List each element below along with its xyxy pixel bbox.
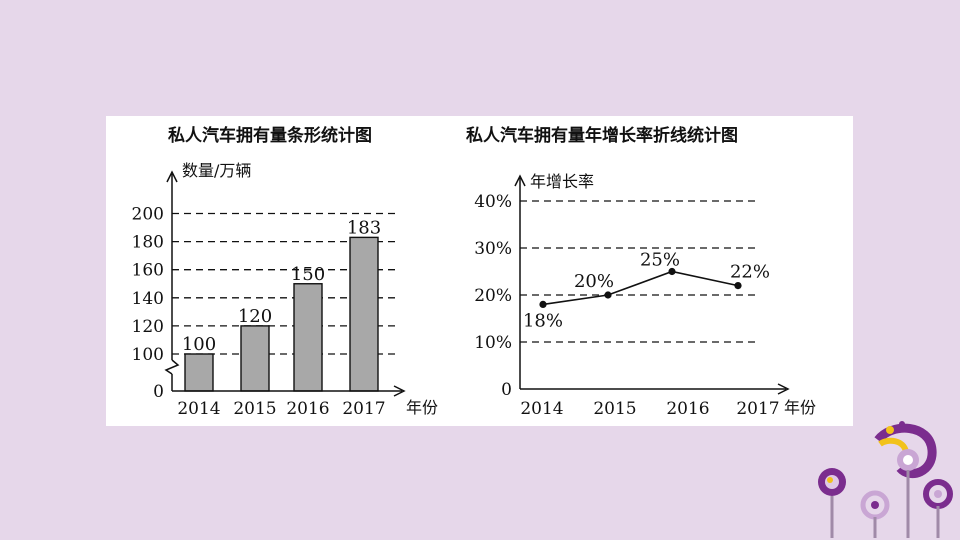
bar-2015	[240, 325, 270, 392]
charts-panel: 私人汽车拥有量条形统计图 数量/万辆 年份 100 120 150 183 0 100 1…	[106, 116, 853, 426]
line-x-tick-label: 2016	[666, 399, 709, 419]
bar-2014	[184, 353, 214, 392]
bar-y-tick-label: 120	[132, 317, 164, 337]
bar-chart-title: 私人汽车拥有量条形统计图	[168, 125, 372, 146]
line-point-2015	[604, 291, 612, 299]
line-data-label: 18%	[523, 310, 563, 331]
line-x-tick-label: 2014	[520, 399, 563, 419]
line-y-tick-label: 0	[501, 380, 512, 400]
line-y-tick-label: 10%	[474, 333, 512, 353]
bar-x-tick-label: 2017	[342, 399, 385, 419]
bar-y-tick-label: 160	[132, 261, 164, 281]
bar-y-tick-label: 140	[132, 289, 164, 309]
bar-data-label: 100	[182, 334, 216, 355]
axis-break-icon	[164, 359, 180, 375]
line-point-2016	[668, 267, 676, 276]
line-point-2017	[734, 282, 742, 290]
line-y-tick-label: 40%	[474, 192, 512, 212]
line-data-label: 22%	[730, 262, 770, 283]
line-y-arrow-icon	[514, 174, 526, 187]
bar-2017	[349, 236, 379, 392]
bar-y-arrow-icon	[166, 170, 178, 183]
bar-data-label: 183	[347, 217, 381, 238]
bar-chart-ylabel: 数量/万辆	[182, 161, 251, 180]
bar-data-label: 120	[238, 306, 272, 327]
charts-svg: 私人汽车拥有量条形统计图 数量/万辆 年份 100 120 150 183 0 100 1…	[132, 125, 816, 419]
bar-2016	[293, 283, 323, 392]
line-point-2014	[539, 300, 547, 308]
flower-decoration-icon	[818, 421, 953, 538]
line-chart-ylabel: 年增长率	[530, 172, 594, 191]
line-y-tick-label: 20%	[474, 286, 512, 306]
line-x-arrow-icon	[777, 383, 790, 395]
bar-x-tick-label: 2014	[177, 399, 220, 419]
line-chart-title: 私人汽车拥有量年增长率折线统计图	[466, 125, 738, 146]
line-x-tick-label: 2015	[593, 399, 636, 419]
line-data-label: 25%	[640, 250, 680, 271]
line-x-tick-label: 2017	[736, 399, 779, 419]
bar-chart-xlabel: 年份	[406, 398, 438, 417]
line-data-label: 20%	[574, 271, 614, 292]
bar-x-tick-label: 2016	[286, 399, 329, 419]
bar-y-tick-label: 100	[132, 345, 164, 365]
line-chart-xlabel: 年份	[784, 398, 816, 417]
bar-data-label: 150	[291, 264, 325, 285]
line-series-path	[542, 270, 739, 306]
bar-x-tick-label: 2015	[233, 399, 276, 419]
bar-x-arrow-icon	[393, 385, 406, 397]
bar-y-tick-label: 180	[132, 233, 164, 253]
bar-y-tick-label: 0	[153, 382, 164, 402]
bar-y-tick-label: 200	[132, 205, 164, 225]
line-y-tick-label: 30%	[474, 239, 512, 259]
